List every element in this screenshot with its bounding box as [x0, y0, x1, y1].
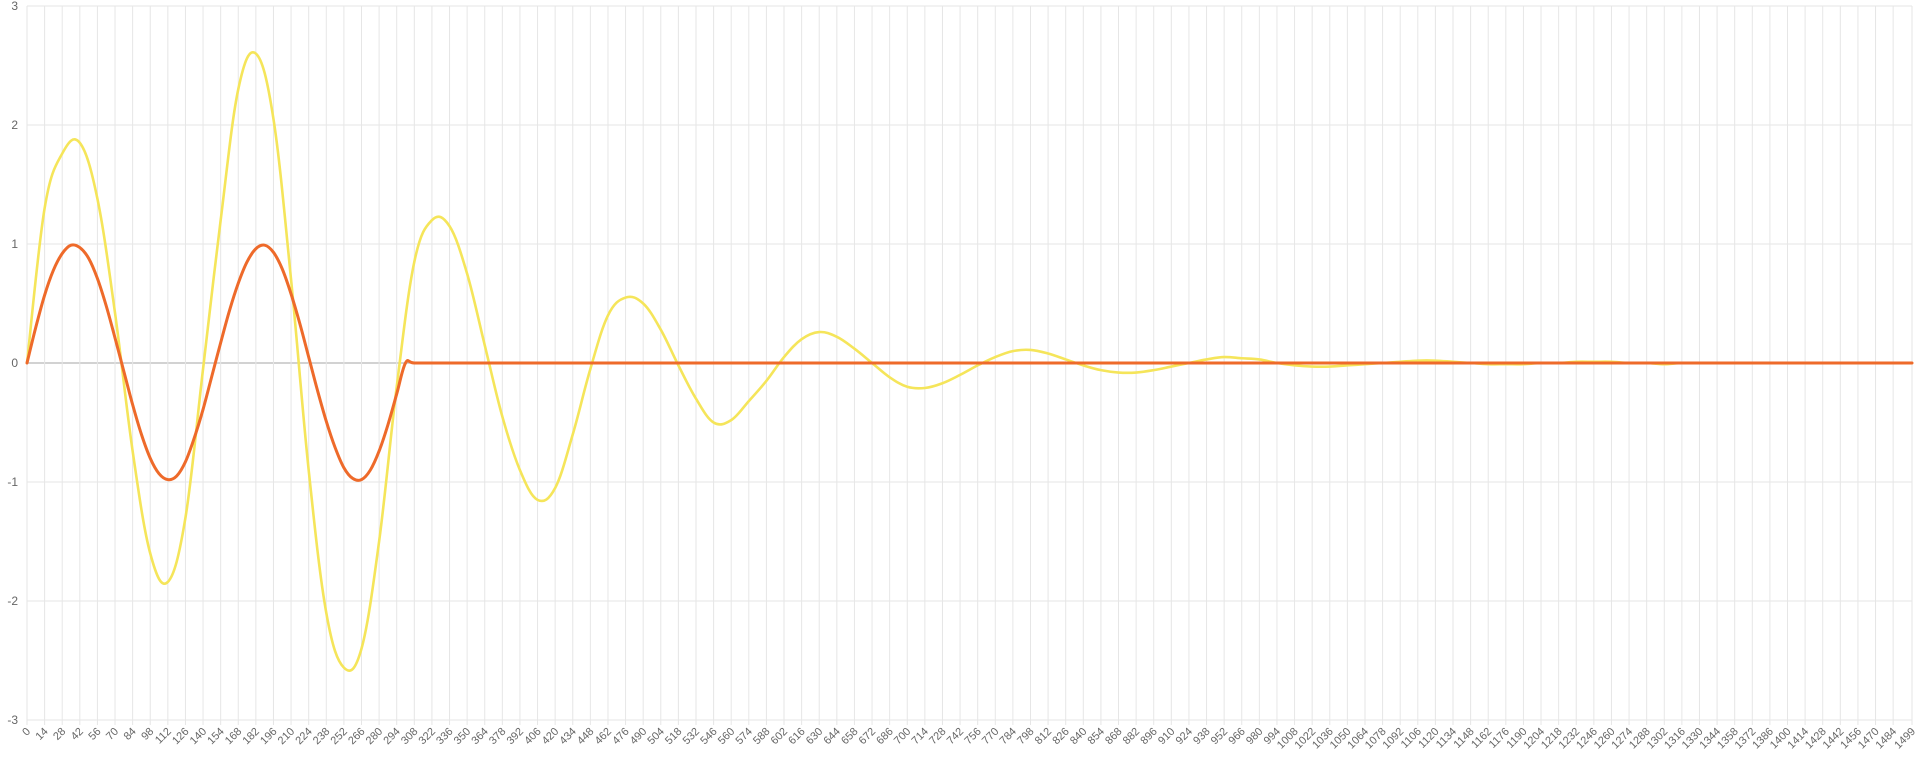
x-tick-label: 98 [139, 726, 156, 743]
y-tick-label: -3 [7, 713, 18, 727]
x-tick-label: 378 [487, 726, 508, 747]
y-tick-label: 1 [11, 237, 18, 251]
x-tick-label: 168 [223, 726, 244, 747]
x-tick-label: 910 [1156, 726, 1177, 747]
y-tick-label: -2 [7, 594, 18, 608]
y-tick-label: -1 [7, 475, 18, 489]
x-tick-label: 574 [733, 726, 754, 747]
x-tick-label: 784 [998, 726, 1019, 747]
series-layer [25, 51, 1914, 672]
x-tick-label: 462 [593, 726, 614, 747]
x-tick-label: 588 [751, 726, 772, 747]
x-tick-label: 322 [417, 726, 438, 747]
x-tick-label: 896 [1138, 726, 1159, 747]
x-tick-label: 882 [1121, 726, 1142, 747]
x-tick-label: 224 [293, 726, 314, 747]
x-tick-label: 602 [769, 726, 790, 747]
x-tick-label: 560 [716, 726, 737, 747]
x-tick-label: 616 [786, 726, 807, 747]
x-tick-label: 56 [86, 726, 103, 743]
x-tick-label: 728 [927, 726, 948, 747]
x-tick-label: 420 [540, 726, 561, 747]
x-tick-label: 840 [1068, 726, 1089, 747]
x-tick-label: 812 [1033, 726, 1054, 747]
x-tick-label: 952 [1209, 726, 1230, 747]
x-tick-label: 644 [821, 726, 842, 747]
x-tick-label: 700 [892, 726, 913, 747]
x-tick-label: 210 [276, 726, 297, 747]
y-tick-label: 3 [11, 0, 18, 13]
x-tick-label: 504 [645, 726, 666, 747]
x-tick-label: 448 [575, 726, 596, 747]
x-tick-label: 518 [663, 726, 684, 747]
x-tick-label: 112 [153, 726, 174, 747]
x-tick-label: 938 [1191, 726, 1212, 747]
x-tick-label: 336 [434, 726, 455, 747]
x-tick-label: 826 [1050, 726, 1071, 747]
y-tick-label: 0 [11, 356, 18, 370]
x-tick-label: 476 [610, 726, 631, 747]
x-tick-label: 798 [1015, 726, 1036, 747]
x-tick-label: 924 [1174, 726, 1195, 747]
x-tick-label: 126 [170, 726, 191, 747]
x-tick-label: 490 [628, 726, 649, 747]
grid [26, 5, 1913, 725]
x-tick-label: 714 [910, 726, 931, 747]
x-tick-label: 84 [122, 726, 139, 743]
x-tick-label: 630 [804, 726, 825, 747]
x-tick-label: 0 [20, 726, 33, 739]
x-tick-label: 756 [962, 726, 983, 747]
x-tick-label: 28 [51, 726, 68, 743]
x-tick-label: 770 [980, 726, 1001, 747]
x-tick-label: 154 [205, 726, 226, 747]
x-tick-label: 868 [1103, 726, 1124, 747]
x-tick-label: 966 [1226, 726, 1247, 747]
x-tick-label: 742 [945, 726, 966, 747]
x-tick-label: 350 [452, 726, 473, 747]
x-tick-label: 308 [399, 726, 420, 747]
x-tick-label: 532 [681, 726, 702, 747]
x-tick-label: 1499 [1892, 726, 1918, 752]
x-tick-label: 672 [857, 726, 878, 747]
x-tick-label: 364 [469, 726, 490, 747]
x-tick-label: 294 [381, 726, 402, 747]
x-tick-label: 14 [34, 726, 51, 743]
x-tick-label: 546 [698, 726, 719, 747]
series-line-2 [25, 243, 1914, 482]
x-tick-label: 252 [329, 726, 350, 747]
x-tick-label: 980 [1244, 726, 1265, 747]
y-tick-label: 2 [11, 118, 18, 132]
x-tick-label: 266 [346, 726, 367, 747]
x-tick-label: 658 [839, 726, 860, 747]
x-tick-label: 70 [104, 726, 121, 743]
x-tick-label: 42 [69, 726, 86, 743]
x-tick-label: 434 [557, 726, 578, 747]
x-tick-label: 280 [364, 726, 385, 747]
x-tick-label: 182 [241, 726, 262, 747]
x-tick-label: 196 [258, 726, 279, 747]
x-tick-label: 854 [1086, 726, 1107, 747]
x-tick-label: 238 [311, 726, 332, 747]
x-tick-label: 140 [188, 726, 209, 747]
x-tick-label: 406 [522, 726, 543, 747]
x-tick-label: 686 [874, 726, 895, 747]
x-tick-label: 392 [505, 726, 526, 747]
